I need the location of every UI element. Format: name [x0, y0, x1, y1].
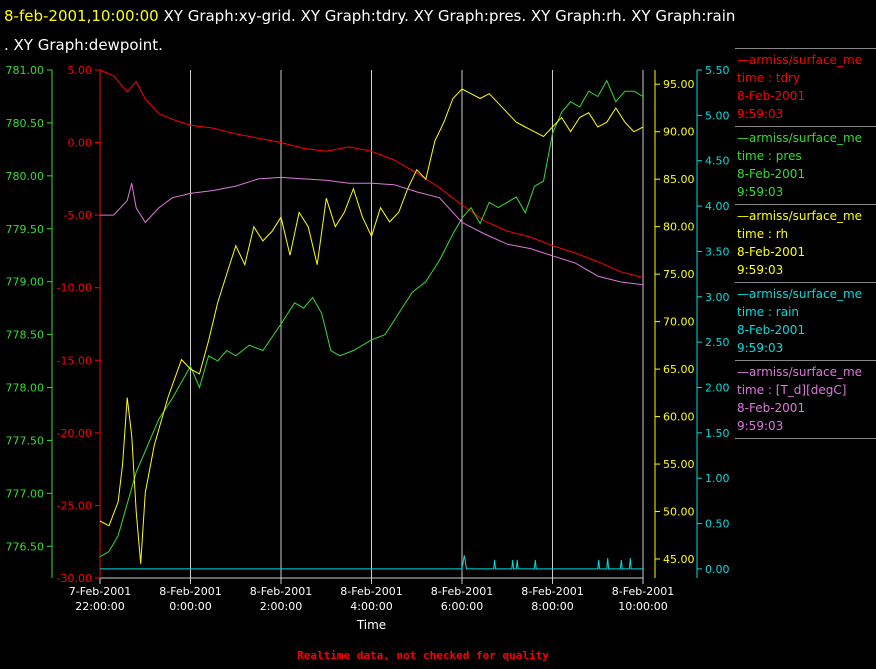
pres-tick-label: 778.00 — [6, 382, 45, 395]
legend-field: time : rain — [737, 305, 800, 319]
rain-tick-label: 3.50 — [705, 245, 730, 258]
legend-field: time : rh — [737, 227, 789, 241]
legend-source: —armiss/surface_me — [737, 131, 863, 145]
rh-tick-label: 85.00 — [663, 173, 695, 186]
series-line-rain — [100, 555, 643, 570]
rain-tick-label: 2.00 — [705, 382, 730, 395]
x-tick-label-date: 8-Feb-2001 — [159, 585, 221, 598]
legend: —armiss/surface_me time : tdry 8-Feb-200… — [735, 48, 876, 439]
series-line-rh — [99, 88, 644, 564]
legend-field: time : pres — [737, 149, 802, 163]
rain-tick-label: 1.00 — [705, 472, 730, 485]
rh-tick-label: 65.00 — [663, 363, 695, 376]
pres-tick-label: 781.00 — [6, 64, 45, 77]
tdry-tick-label: -30.00 — [57, 572, 92, 585]
pres-tick-label: 777.00 — [6, 487, 45, 500]
x-tick-label-date: 7-Feb-2001 — [69, 585, 131, 598]
rh-tick-label: 45.00 — [663, 553, 695, 566]
pres-tick-label: 779.00 — [6, 276, 45, 289]
rain-tick-label: 0.00 — [705, 563, 730, 576]
series-line-dewpoint — [100, 176, 644, 286]
series-line-pres — [99, 79, 644, 558]
rain-tick-label: 5.00 — [705, 109, 730, 122]
tdry-tick-label: -5.00 — [64, 209, 92, 222]
x-tick-label-time: 8:00:00 — [531, 600, 573, 613]
legend-source: —armiss/surface_me — [737, 365, 863, 379]
x-tick-label-date: 8-Feb-2001 — [250, 585, 312, 598]
rh-tick-label: 90.00 — [663, 126, 695, 139]
x-tick-label-time: 22:00:00 — [75, 600, 124, 613]
pres-tick-label: 780.00 — [6, 170, 45, 183]
legend-entry-rh: —armiss/surface_me time : rh 8-Feb-2001 … — [735, 204, 876, 282]
x-tick-label-date: 8-Feb-2001 — [612, 585, 674, 598]
tdry-tick-label: 0.00 — [68, 137, 93, 150]
legend-date: 8-Feb-2001 — [737, 245, 806, 259]
rain-tick-label: 4.00 — [705, 200, 730, 213]
rain-tick-label: 3.00 — [705, 291, 730, 304]
series-line-tdry — [99, 69, 644, 279]
x-tick-label-date: 8-Feb-2001 — [340, 585, 402, 598]
x-tick-label-time: 2:00:00 — [260, 600, 302, 613]
pres-tick-label: 778.50 — [6, 329, 45, 342]
legend-field: time : tdry — [737, 71, 801, 85]
tdry-tick-label: -25.00 — [57, 499, 92, 512]
legend-date: 8-Feb-2001 — [737, 89, 806, 103]
rh-tick-label: 60.00 — [663, 411, 695, 424]
legend-source: —armiss/surface_me — [737, 209, 863, 223]
x-tick-label-time: 0:00:00 — [169, 600, 211, 613]
legend-entry-tdry: —armiss/surface_me time : tdry 8-Feb-200… — [735, 48, 876, 126]
legend-date: 8-Feb-2001 — [737, 401, 806, 415]
legend-entry-pres: —armiss/surface_me time : pres 8-Feb-200… — [735, 126, 876, 204]
x-tick-label-time: 6:00:00 — [441, 600, 483, 613]
tdry-tick-label: -15.00 — [57, 354, 92, 367]
title-graph-list-continued: . XY Graph:dewpoint. — [4, 36, 163, 54]
rh-tick-label: 75.00 — [663, 268, 695, 281]
legend-time: 9:59:03 — [737, 263, 784, 277]
rh-tick-label: 70.00 — [663, 316, 695, 329]
x-tick-label-date: 8-Feb-2001 — [521, 585, 583, 598]
rh-tick-label: 80.00 — [663, 221, 695, 234]
tdry-tick-label: 5.00 — [68, 64, 93, 77]
x-tick-label-time: 10:00:00 — [618, 600, 667, 613]
legend-time: 9:59:03 — [737, 341, 784, 355]
legend-time: 9:59:03 — [737, 419, 784, 433]
legend-source: —armiss/surface_me — [737, 287, 863, 301]
legend-entry-dewpoint: —armiss/surface_me time : [T_d][degC] 8-… — [735, 360, 876, 439]
x-tick-label-date: 8-Feb-2001 — [431, 585, 493, 598]
pres-tick-label: 779.50 — [6, 223, 45, 236]
legend-field: time : [T_d][degC] — [737, 383, 847, 397]
rh-tick-label: 55.00 — [663, 458, 695, 471]
window-title: 8-feb-2001,10:00:00 XY Graph:xy-grid. XY… — [4, 2, 874, 60]
rain-tick-label: 2.50 — [705, 336, 730, 349]
pres-tick-label: 777.50 — [6, 434, 45, 447]
pres-tick-label: 780.50 — [6, 117, 45, 130]
title-timestamp: 8-feb-2001,10:00:00 — [4, 7, 159, 25]
legend-time: 9:59:03 — [737, 107, 784, 121]
x-axis-label: Time — [356, 618, 386, 632]
title-graph-list: XY Graph:xy-grid. XY Graph:tdry. XY Grap… — [158, 7, 736, 25]
legend-entry-rain: —armiss/surface_me time : rain 8-Feb-200… — [735, 282, 876, 360]
pres-tick-label: 776.50 — [6, 540, 45, 553]
rh-tick-label: 95.00 — [663, 78, 695, 91]
legend-date: 8-Feb-2001 — [737, 167, 806, 181]
rain-tick-label: 1.50 — [705, 427, 730, 440]
tdry-tick-label: -10.00 — [57, 282, 92, 295]
legend-date: 8-Feb-2001 — [737, 323, 806, 337]
rain-tick-label: 4.50 — [705, 155, 730, 168]
rh-tick-label: 50.00 — [663, 506, 695, 519]
rain-tick-label: 0.50 — [705, 518, 730, 531]
rain-tick-label: 5.50 — [705, 64, 730, 77]
tdry-tick-label: -20.00 — [57, 427, 92, 440]
legend-time: 9:59:03 — [737, 185, 784, 199]
x-tick-label-time: 4:00:00 — [350, 600, 392, 613]
legend-source: —armiss/surface_me — [737, 53, 863, 67]
quality-warning: Realtime data, not checked for quality — [297, 649, 549, 662]
